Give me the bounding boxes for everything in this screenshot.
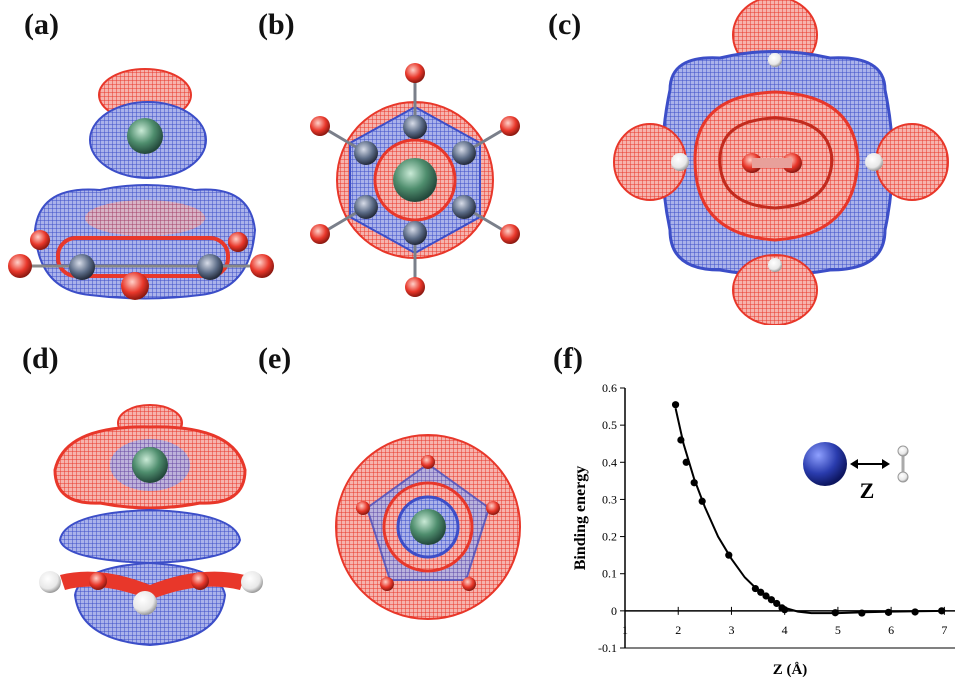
data-point: [767, 596, 775, 604]
isosurface-side-view-a: [8, 68, 274, 300]
panel-label-f: (f): [553, 342, 583, 375]
inset-arrow-right-head: [882, 459, 890, 469]
panel-label-b: (b): [258, 8, 295, 41]
inset-h-atom-top: [897, 445, 909, 457]
x-tick-label: 6: [888, 623, 894, 637]
y-tick-label: 0.3: [602, 492, 617, 506]
inset-h-atom-bottom: [897, 471, 909, 483]
inset-metal-sphere: [803, 442, 847, 486]
x-tick-label: 3: [728, 623, 734, 637]
isosurface-top-view-c: [613, 0, 949, 325]
panel-label-c: (c): [548, 8, 582, 41]
data-point: [698, 497, 706, 505]
x-tick-label: 5: [835, 623, 841, 637]
data-point: [682, 458, 690, 466]
inset-arrow-left-head: [850, 459, 858, 469]
x-tick-label: 7: [941, 623, 947, 637]
data-point: [773, 599, 781, 608]
x-axis-label: Z (Å): [773, 662, 808, 678]
data-point: [781, 606, 789, 614]
binding-energy-chart: -0.1 0 0.1 0.2 0.3 0.4 0.5 0.6 1 2 3 4 5 6 7 Binding …: [572, 381, 955, 678]
x-tick-label: 1: [622, 623, 628, 637]
data-point: [938, 607, 946, 615]
data-point: [831, 609, 839, 617]
y-tick-label: 0.2: [602, 530, 617, 544]
isosurface-top-view-e: [335, 434, 521, 620]
fit-curve: [674, 408, 945, 615]
y-axis-label: Binding energy: [572, 466, 589, 570]
data-point: [677, 436, 685, 444]
data-point: [762, 592, 770, 600]
data-point: [911, 608, 919, 616]
data-point: [858, 609, 866, 617]
y-tick-label: 0.5: [602, 418, 617, 432]
y-tick-label: -0.1: [598, 641, 617, 655]
data-point: [725, 551, 733, 559]
data-point: [757, 588, 765, 596]
panel-label-d: (d): [22, 342, 59, 375]
data-point: [751, 584, 760, 593]
isosurface-side-view-d: [39, 404, 263, 647]
panel-label-a: (a): [24, 8, 59, 41]
data-point: [671, 401, 680, 409]
y-tick-label: 0.4: [602, 455, 617, 469]
y-tick-label: 0.6: [602, 381, 617, 395]
data-point: [884, 608, 893, 616]
x-tick-label: 4: [782, 623, 788, 637]
inset-z-label: Z: [860, 478, 875, 503]
y-tick-label: 0: [611, 604, 617, 618]
isosurface-top-view-b: [310, 63, 520, 297]
y-tick-label: 0.1: [602, 567, 617, 581]
panel-label-e: (e): [258, 342, 292, 375]
x-tick-label: 2: [675, 623, 681, 637]
data-point: [690, 479, 698, 487]
